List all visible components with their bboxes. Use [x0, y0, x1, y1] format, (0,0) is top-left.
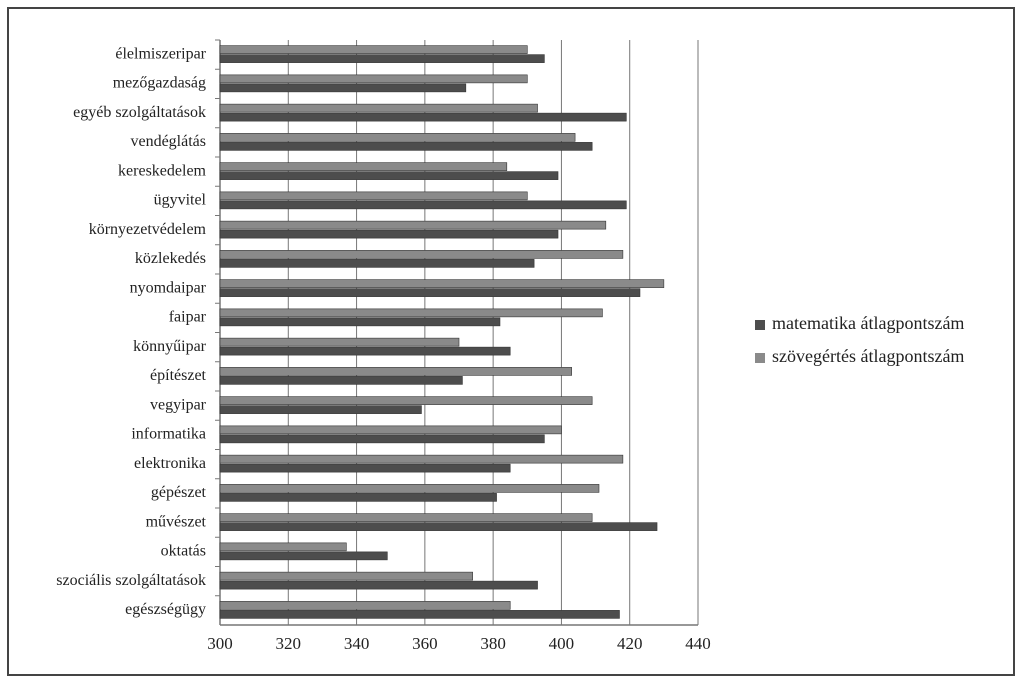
bar — [219, 513, 593, 522]
x-tick-label: 320 — [276, 634, 302, 653]
bar — [219, 367, 572, 376]
x-tick-label: 440 — [685, 634, 711, 653]
y-tick-label: élelmiszeripar — [115, 45, 206, 62]
x-tick-label: 380 — [480, 634, 506, 653]
y-tick-label: nyomdaipar — [130, 279, 207, 296]
y-tick-label: szociális szolgáltatások — [56, 572, 206, 589]
bar — [219, 317, 501, 327]
bar — [219, 571, 473, 581]
bar — [219, 405, 422, 414]
bar — [219, 551, 388, 561]
bar — [219, 288, 641, 297]
bar — [219, 45, 528, 54]
bar — [219, 493, 497, 502]
bar — [219, 346, 511, 356]
y-tick-label: ügyvitel — [154, 192, 207, 209]
bar — [219, 220, 607, 230]
bar — [219, 133, 576, 142]
bar — [219, 200, 627, 210]
legend-swatch — [755, 353, 765, 363]
y-tick-label: vendéglátás — [130, 133, 206, 150]
legend-swatch — [755, 320, 765, 330]
bar — [219, 229, 559, 239]
bar — [219, 601, 511, 610]
y-tick-label: elektronika — [134, 455, 206, 472]
bar — [219, 171, 559, 180]
bar — [219, 376, 463, 385]
y-tick-label: vegyipar — [150, 396, 207, 413]
y-tick-label: könnyűipar — [133, 338, 207, 355]
bar — [219, 308, 603, 318]
y-tick-label: faipar — [169, 309, 207, 326]
legend-label: matematika átlagpontszám — [772, 313, 964, 333]
bar — [219, 522, 658, 531]
bar — [219, 54, 545, 63]
y-tick-label: környezetvédelem — [89, 221, 207, 238]
bar — [219, 279, 665, 288]
legend-label: szövegértés átlagpontszám — [772, 346, 964, 366]
bar — [219, 580, 538, 590]
bar — [219, 542, 347, 552]
bar — [219, 425, 562, 435]
x-tick-label: 340 — [344, 634, 370, 653]
y-tick-label: építészet — [150, 367, 207, 384]
bar — [219, 250, 624, 259]
x-tick-label: 300 — [207, 634, 233, 653]
y-tick-label: egyéb szolgáltatások — [73, 104, 206, 121]
bar — [219, 610, 620, 619]
y-tick-label: mezőgazdaság — [113, 75, 206, 92]
y-tick-label: művészet — [146, 513, 207, 530]
bar — [219, 434, 545, 444]
bar — [219, 463, 511, 473]
bar — [219, 83, 467, 93]
bar — [219, 337, 460, 347]
bar — [219, 454, 624, 464]
bar — [219, 162, 508, 171]
bar — [219, 259, 535, 268]
y-tick-label: kereskedelem — [118, 162, 207, 179]
bar — [219, 484, 600, 493]
bar — [219, 112, 627, 122]
y-tick-label: oktatás — [161, 543, 206, 560]
y-tick-label: közlekedés — [135, 250, 206, 267]
y-tick-label: egészségügy — [125, 601, 206, 618]
y-tick-label: informatika — [131, 426, 206, 443]
x-tick-label: 420 — [617, 634, 643, 653]
bar — [219, 396, 593, 405]
x-tick-label: 400 — [549, 634, 575, 653]
bar — [219, 103, 538, 113]
bar — [219, 74, 528, 84]
x-tick-label: 360 — [412, 634, 438, 653]
y-tick-label: gépészet — [151, 484, 207, 501]
bar — [219, 142, 593, 151]
bar — [219, 191, 528, 201]
